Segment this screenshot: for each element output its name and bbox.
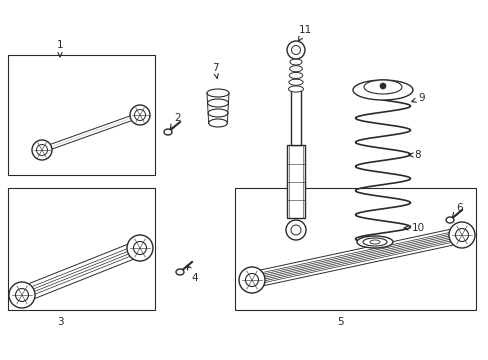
Ellipse shape	[289, 72, 302, 78]
Text: 9: 9	[411, 93, 425, 103]
Ellipse shape	[356, 236, 392, 248]
Circle shape	[285, 220, 305, 240]
Text: 10: 10	[403, 223, 424, 233]
Text: 8: 8	[408, 150, 421, 160]
Text: 1: 1	[57, 40, 63, 57]
Text: 3: 3	[57, 317, 63, 327]
Text: 11: 11	[298, 25, 311, 41]
Circle shape	[448, 222, 474, 248]
Ellipse shape	[207, 99, 228, 107]
Ellipse shape	[208, 119, 227, 127]
Bar	[235, 188, 475, 310]
Ellipse shape	[176, 269, 183, 275]
Circle shape	[130, 105, 150, 125]
Ellipse shape	[288, 79, 303, 85]
Ellipse shape	[208, 109, 227, 117]
Text: 2: 2	[170, 113, 181, 129]
Polygon shape	[19, 240, 142, 302]
Ellipse shape	[445, 217, 453, 223]
Ellipse shape	[289, 66, 302, 72]
Ellipse shape	[362, 238, 386, 246]
Text: 5: 5	[336, 317, 343, 327]
Ellipse shape	[363, 80, 401, 94]
Circle shape	[239, 267, 264, 293]
Ellipse shape	[163, 129, 172, 135]
Text: 7: 7	[211, 63, 218, 78]
Polygon shape	[286, 145, 305, 218]
Circle shape	[9, 282, 35, 308]
Circle shape	[286, 41, 305, 59]
Text: 4: 4	[187, 265, 198, 283]
Bar	[8, 188, 155, 310]
Polygon shape	[290, 89, 301, 145]
Ellipse shape	[206, 89, 228, 97]
Text: 6: 6	[451, 203, 462, 217]
Circle shape	[32, 140, 52, 160]
Bar	[8, 55, 155, 175]
Ellipse shape	[289, 59, 302, 65]
Circle shape	[127, 235, 153, 261]
Circle shape	[379, 83, 385, 89]
Polygon shape	[250, 227, 463, 288]
Ellipse shape	[288, 86, 303, 92]
Ellipse shape	[352, 80, 412, 100]
